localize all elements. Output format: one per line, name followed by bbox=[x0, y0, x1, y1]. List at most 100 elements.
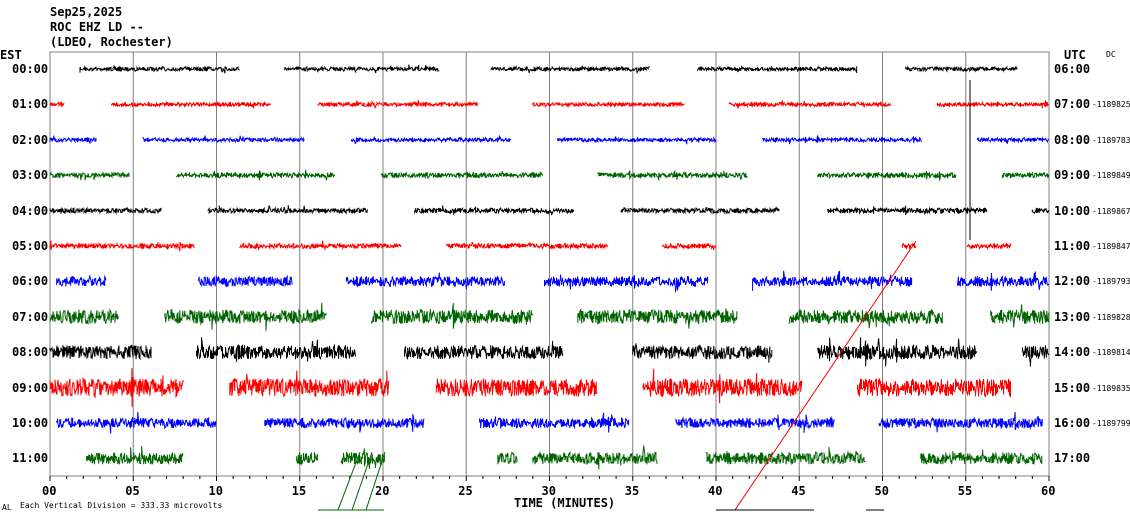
dc-label: DC bbox=[1106, 50, 1116, 59]
row-label-utc: 09:00 bbox=[1054, 168, 1091, 183]
right-timezone: UTC bbox=[1064, 48, 1086, 62]
trace-segment bbox=[207, 205, 368, 215]
trace-segment bbox=[350, 135, 511, 145]
x-tick-label: 30 bbox=[541, 484, 556, 498]
row-dc-offset: -1189783 bbox=[1092, 135, 1130, 145]
trace-segment bbox=[497, 451, 518, 465]
trace-segment bbox=[762, 135, 923, 145]
trace-segment bbox=[479, 412, 630, 433]
trace-segment bbox=[49, 170, 130, 181]
corner-mark: AL bbox=[2, 503, 12, 512]
trace-segment bbox=[295, 451, 318, 466]
row-dc-offset: -1189828 bbox=[1092, 312, 1130, 322]
trace-segment bbox=[56, 274, 107, 287]
trace-segment bbox=[445, 241, 608, 251]
row-label-est: 08:00 bbox=[12, 345, 49, 360]
trace-artifact bbox=[734, 240, 917, 511]
row-dc-offset: -1189867 bbox=[1092, 206, 1130, 216]
trace-segment bbox=[380, 170, 543, 180]
trace-artifact bbox=[365, 451, 386, 511]
trace-segment bbox=[1031, 207, 1049, 215]
trace-segment bbox=[728, 100, 891, 109]
row-label-utc: 11:00 bbox=[1054, 239, 1091, 253]
x-tick-label: 20 bbox=[375, 484, 390, 498]
trace-segment bbox=[1001, 171, 1049, 179]
trace-segment bbox=[1021, 345, 1049, 367]
row-label-utc: 10:00 bbox=[1054, 203, 1091, 218]
trace-segment bbox=[340, 448, 385, 469]
trace-segment bbox=[936, 100, 1049, 109]
trace-segment bbox=[878, 412, 1043, 433]
trace-segment bbox=[111, 100, 272, 109]
row-label-utc: 12:00 bbox=[1054, 274, 1091, 289]
trace-segment bbox=[49, 101, 65, 108]
trace-segment bbox=[239, 240, 402, 251]
x-tick-label: 35 bbox=[624, 484, 640, 498]
row-label-est: 04:00 bbox=[12, 203, 49, 218]
header-date: Sep25,2025 bbox=[50, 5, 123, 19]
trace-segment bbox=[164, 302, 327, 332]
row-label-est: 07:00 bbox=[12, 309, 49, 324]
trace-segment bbox=[86, 446, 184, 466]
trace-segment bbox=[642, 368, 803, 404]
row-label-utc: 17:00 bbox=[1054, 451, 1091, 466]
row-dc-offset: -1189825 bbox=[1092, 100, 1130, 110]
trace-segment bbox=[817, 337, 978, 367]
trace-segment bbox=[990, 304, 1050, 328]
row-label-est: 06:00 bbox=[12, 274, 49, 289]
x-tick-label: 15 bbox=[291, 484, 307, 498]
trace-segment bbox=[557, 135, 717, 145]
trace-segment bbox=[976, 136, 1049, 144]
row-label-est: 01:00 bbox=[12, 97, 49, 112]
trace-segment bbox=[79, 65, 240, 74]
trace-segment bbox=[229, 370, 390, 398]
row-dc-offset: -1189849 bbox=[1092, 171, 1130, 181]
trace-segment bbox=[49, 308, 119, 325]
trace-segment bbox=[956, 271, 1049, 291]
trace-segment bbox=[920, 449, 1043, 465]
trace-segment bbox=[404, 340, 564, 360]
trace-segment bbox=[705, 446, 866, 466]
trace-segment bbox=[196, 337, 356, 362]
row-label-est: 05:00 bbox=[12, 239, 49, 253]
x-tick-label: 50 bbox=[874, 484, 889, 498]
trace-segment bbox=[827, 205, 988, 216]
trace-segment bbox=[176, 169, 335, 181]
trace-segment bbox=[264, 413, 425, 433]
row-label-est: 00:00 bbox=[12, 62, 49, 76]
trace-segment bbox=[817, 170, 957, 181]
scale-note: Each Vertical Division = 333.33 microvol… bbox=[20, 501, 223, 510]
trace-segment bbox=[662, 242, 717, 251]
row-label-est: 09:00 bbox=[12, 380, 49, 395]
trace-segment bbox=[197, 274, 293, 288]
trace-segment bbox=[49, 206, 162, 215]
x-tick-label: 00 bbox=[42, 484, 57, 498]
trace-segment bbox=[966, 241, 1011, 250]
trace-segment bbox=[620, 206, 780, 215]
trace-segment bbox=[49, 135, 97, 144]
row-label-est: 03:00 bbox=[12, 168, 49, 183]
x-axis-label: TIME (MINUTES) bbox=[514, 496, 616, 510]
row-label-est: 11:00 bbox=[12, 451, 49, 466]
x-tick-label: 45 bbox=[791, 484, 806, 498]
row-label-utc: 06:00 bbox=[1054, 62, 1091, 76]
header-network: (LDEO, Rochester) bbox=[50, 35, 173, 49]
trace-artifact bbox=[337, 451, 361, 511]
x-tick-label: 55 bbox=[957, 484, 973, 498]
trace-segment bbox=[142, 135, 305, 144]
row-label-utc: 14:00 bbox=[1054, 345, 1091, 360]
row-dc-offset: -1189799 bbox=[1092, 419, 1130, 428]
row-label-utc: 07:00 bbox=[1054, 97, 1091, 112]
trace-segment bbox=[905, 65, 1018, 73]
row-label-utc: 16:00 bbox=[1054, 416, 1091, 430]
row-label-est: 10:00 bbox=[12, 416, 49, 430]
x-tick-label: 25 bbox=[458, 484, 473, 498]
header-station: ROC EHZ LD -- bbox=[50, 20, 144, 34]
trace-segment bbox=[752, 270, 913, 291]
trace-segment bbox=[49, 240, 195, 252]
trace-segment bbox=[597, 169, 748, 181]
row-label-utc: 13:00 bbox=[1054, 309, 1091, 324]
row-dc-offset: -1189793 bbox=[1092, 277, 1130, 287]
trace-segment bbox=[788, 308, 943, 329]
